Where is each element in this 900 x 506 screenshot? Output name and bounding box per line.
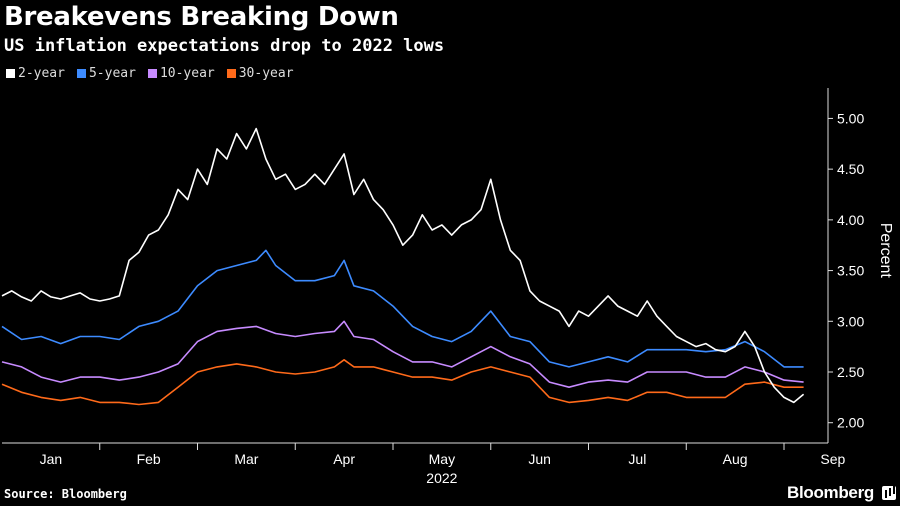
x-year-label: 2022 [426, 470, 457, 486]
y-tick-label: 5.00 [837, 110, 864, 126]
legend-item-10-year: 10-year [147, 66, 215, 81]
legend: 2-year 5-year 10-year 30-year [6, 66, 294, 81]
series-line-10-year [1, 320, 804, 388]
y-tick-label: 4.50 [837, 161, 864, 177]
y-tick-label: 3.00 [837, 313, 864, 329]
x-tick-label: Jul [628, 451, 646, 467]
x-tick-label: Jun [528, 451, 551, 467]
x-tick-label: May [429, 451, 455, 467]
x-tick-label: Sep [820, 451, 845, 467]
legend-item-5-year: 5-year [76, 66, 136, 81]
legend-item-30-year: 30-year [226, 66, 294, 81]
chart-title: Breakevens Breaking Down [4, 2, 399, 32]
legend-swatch-30-year [226, 69, 236, 78]
chart-subtitle: US inflation expectations drop to 2022 l… [4, 36, 445, 56]
y-tick-label: 2.50 [837, 364, 864, 380]
series-line-30-year [1, 359, 804, 406]
source-note: Source: Bloomberg [4, 487, 127, 501]
y-axis-label: Percent [877, 223, 894, 279]
legend-swatch-5-year [76, 69, 86, 78]
y-tick-label: 3.50 [837, 263, 864, 279]
y-tick-label: 2.00 [837, 415, 864, 431]
x-tick-label: Mar [234, 451, 258, 467]
bloomberg-chart-icon [882, 486, 896, 500]
legend-label-5-year: 5-year [88, 66, 136, 81]
legend-swatch-2-year [6, 69, 15, 78]
x-tick-label: Feb [137, 451, 161, 467]
y-tick-label: 4.00 [837, 212, 864, 228]
legend-label-30-year: 30-year [238, 66, 294, 81]
series-line-2-year [1, 127, 805, 404]
x-tick-label: Jan [40, 451, 63, 467]
x-tick-label: Aug [723, 451, 748, 467]
x-tick-label: Apr [333, 451, 355, 467]
legend-swatch-10-year [147, 69, 157, 78]
legend-label-10-year: 10-year [159, 66, 215, 81]
legend-item-2-year: 2-year [6, 66, 65, 81]
legend-label-2-year: 2-year [18, 66, 65, 81]
brand-logo: Bloomberg [786, 483, 874, 502]
series-line-5-year [1, 249, 804, 368]
